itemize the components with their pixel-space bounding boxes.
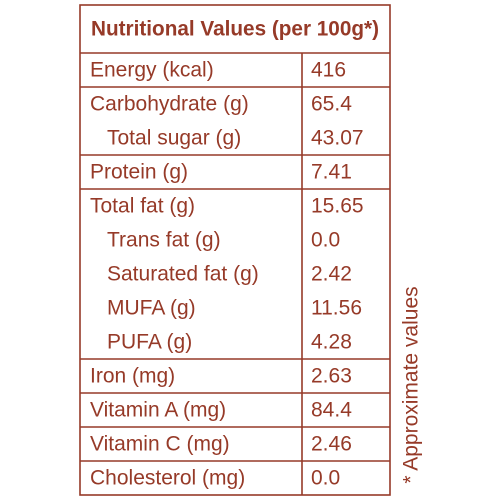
nutrient-value: 15.65 (311, 195, 364, 218)
nutrient-label: Trans fat (g) (107, 229, 221, 252)
nutrient-value: 7.41 (311, 161, 352, 184)
nutrient-value: 0.0 (311, 229, 340, 252)
table-border (79, 4, 391, 496)
nutrient-value: 416 (311, 59, 346, 82)
nutrient-value: 84.4 (311, 399, 352, 422)
nutrient-label: MUFA (g) (107, 297, 196, 320)
nutrient-value: 2.42 (311, 263, 352, 286)
nutrient-label: Cholesterol (mg) (90, 467, 245, 490)
nutrient-value: 2.46 (311, 433, 352, 456)
nutrient-label: Total fat (g) (90, 195, 195, 218)
nutrient-value: 0.0 (311, 467, 340, 490)
nutrient-label: Energy (kcal) (90, 59, 214, 82)
nutrient-value: 65.4 (311, 93, 352, 116)
footnote: * Approximate values (400, 286, 423, 483)
nutrient-label: Vitamin A (mg) (90, 399, 226, 422)
nutrient-label: Saturated fat (g) (107, 263, 259, 286)
nutrient-label: Total sugar (g) (107, 127, 241, 150)
table-title: Nutritional Values (per 100g*) (91, 18, 379, 41)
nutrient-value: 11.56 (311, 297, 362, 320)
nutrient-label: Vitamin C (mg) (90, 433, 230, 456)
nutrient-label: Protein (g) (90, 161, 188, 184)
nutrient-label: Iron (mg) (90, 365, 175, 388)
nutrient-value: 43.07 (311, 127, 364, 150)
nutrient-label: PUFA (g) (107, 331, 192, 354)
nutrient-label: Carbohydrate (g) (90, 93, 249, 116)
nutrient-value: 2.63 (311, 365, 352, 388)
nutrient-value: 4.28 (311, 331, 352, 354)
